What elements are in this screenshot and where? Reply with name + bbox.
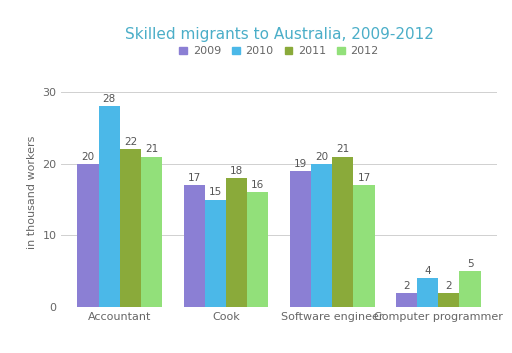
Text: 17: 17	[357, 173, 371, 183]
Text: 4: 4	[424, 266, 431, 276]
Text: 15: 15	[209, 187, 222, 197]
Bar	[332, 156, 353, 307]
Text: 20: 20	[315, 151, 328, 162]
Text: 20: 20	[81, 151, 95, 162]
Text: 28: 28	[102, 94, 116, 104]
Bar	[438, 293, 459, 307]
Bar	[183, 185, 205, 307]
Bar	[226, 178, 247, 307]
Bar	[396, 293, 417, 307]
Text: 16: 16	[251, 180, 264, 190]
Text: 2: 2	[445, 281, 452, 291]
Bar	[99, 106, 120, 307]
Text: 17: 17	[187, 173, 201, 183]
Text: 5: 5	[467, 259, 474, 269]
Bar	[120, 149, 141, 307]
Text: 2: 2	[403, 281, 410, 291]
Y-axis label: in thousand workers: in thousand workers	[27, 136, 37, 249]
Bar	[290, 171, 311, 307]
Bar	[311, 164, 332, 307]
Bar	[247, 192, 268, 307]
Legend: 2009, 2010, 2011, 2012: 2009, 2010, 2011, 2012	[175, 42, 383, 61]
Bar	[77, 164, 99, 307]
Text: 18: 18	[230, 166, 243, 176]
Text: 19: 19	[294, 159, 307, 169]
Text: 21: 21	[336, 144, 349, 154]
Bar	[417, 279, 438, 307]
Text: 22: 22	[124, 137, 137, 147]
Bar	[141, 156, 162, 307]
Text: 21: 21	[145, 144, 158, 154]
Title: Skilled migrants to Australia, 2009-2012: Skilled migrants to Australia, 2009-2012	[124, 27, 434, 42]
Bar	[459, 271, 481, 307]
Bar	[205, 199, 226, 307]
Bar	[353, 185, 375, 307]
